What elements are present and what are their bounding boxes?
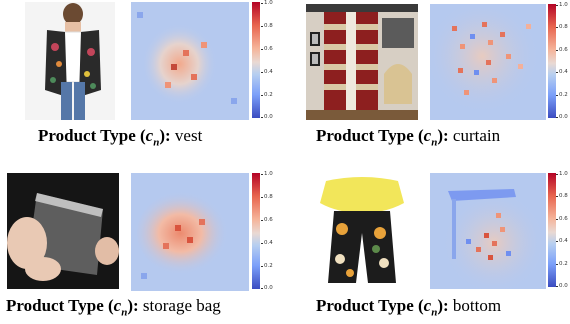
colorbar-tick: 1.0 (261, 171, 273, 177)
colorbar-tick: 0.6 (261, 46, 273, 52)
bottom-photo (306, 173, 418, 289)
caption-vest: Product Type (cn): vest (38, 126, 203, 149)
colorbar-tick: 0.8 (261, 194, 273, 200)
bottom-colorbar (548, 173, 556, 287)
colorbar-tick: 0.8 (556, 24, 568, 30)
colorbar-tick: 1.0 (556, 171, 568, 177)
colorbar-tick: 0.8 (556, 193, 568, 199)
storage-bag-attention-heatmap (131, 173, 249, 291)
colorbar-tick: 0.6 (556, 47, 568, 53)
colorbar-tick: 0.0 (556, 114, 568, 120)
curtain-attention-heatmap (430, 4, 546, 120)
caption-bottom: Product Type (cn): bottom (316, 296, 502, 319)
colorbar-tick: 0.6 (261, 217, 273, 223)
vest-photo (25, 2, 115, 120)
colorbar-tick: 0.8 (261, 23, 273, 29)
colorbar-tick: 1.0 (261, 0, 273, 6)
curtain-colorbar (548, 4, 556, 118)
curtain-photo (306, 4, 418, 120)
colorbar-tick: 0.4 (556, 69, 568, 75)
colorbar-tick: 0.2 (261, 263, 273, 269)
caption-storage-bag: Product Type (cn): storage bag (6, 296, 221, 319)
colorbar-tick: 0.2 (556, 92, 568, 98)
colorbar-tick: 0.2 (261, 92, 273, 98)
colorbar-tick: 1.0 (556, 2, 568, 8)
colorbar-tick: 0.0 (556, 283, 568, 289)
storage-bag-colorbar (252, 173, 260, 289)
storage-bag-photo (7, 173, 119, 289)
colorbar-tick: 0.6 (556, 216, 568, 222)
caption-curtain: Product Type (cn): curtain (316, 126, 501, 149)
colorbar-tick: 0.0 (261, 285, 273, 291)
vest-colorbar (252, 2, 260, 118)
bottom-attention-heatmap (430, 173, 546, 289)
colorbar-tick: 0.0 (261, 114, 273, 120)
colorbar-tick: 0.4 (261, 69, 273, 75)
colorbar-tick: 0.4 (556, 238, 568, 244)
colorbar-tick: 0.2 (556, 261, 568, 267)
colorbar-tick: 0.4 (261, 240, 273, 246)
vest-attention-heatmap (131, 2, 249, 120)
